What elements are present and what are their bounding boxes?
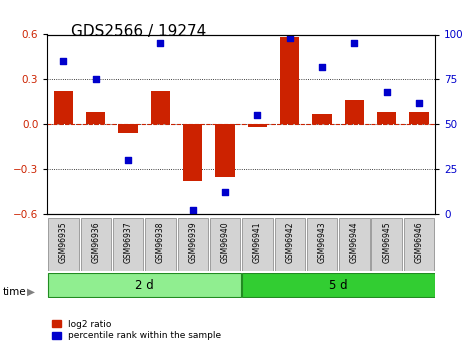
Bar (215, 124, 235, 177)
Text: time: time (2, 287, 26, 296)
Bar (280, 38, 299, 124)
FancyBboxPatch shape (80, 218, 111, 271)
Point (318, 64, 326, 70)
FancyBboxPatch shape (242, 218, 272, 271)
Text: GDS2566 / 19274: GDS2566 / 19274 (71, 24, 206, 39)
Bar (377, 112, 396, 124)
FancyBboxPatch shape (307, 218, 337, 271)
Point (60, 59, 67, 64)
Point (383, 89, 390, 95)
Text: GSM96936: GSM96936 (91, 221, 100, 263)
Bar (118, 124, 138, 133)
FancyBboxPatch shape (404, 218, 434, 271)
Bar (183, 124, 202, 181)
Text: GSM96938: GSM96938 (156, 221, 165, 263)
Bar (409, 112, 429, 124)
Text: GSM96946: GSM96946 (414, 221, 423, 263)
Point (124, 157, 132, 163)
Bar (54, 91, 73, 124)
FancyBboxPatch shape (274, 218, 305, 271)
Text: GSM96944: GSM96944 (350, 221, 359, 263)
Point (157, 41, 164, 46)
FancyBboxPatch shape (48, 273, 241, 297)
Bar (86, 112, 105, 124)
Text: ▶: ▶ (27, 287, 35, 296)
FancyBboxPatch shape (177, 218, 208, 271)
Point (254, 112, 261, 118)
FancyBboxPatch shape (371, 218, 402, 271)
FancyBboxPatch shape (145, 218, 175, 271)
Text: GSM96941: GSM96941 (253, 221, 262, 263)
Text: GSM96940: GSM96940 (220, 221, 229, 263)
Text: GSM96935: GSM96935 (59, 221, 68, 263)
Text: GSM96939: GSM96939 (188, 221, 197, 263)
FancyBboxPatch shape (48, 218, 79, 271)
Text: GSM96945: GSM96945 (382, 221, 391, 263)
Text: 5 d: 5 d (329, 279, 348, 292)
Point (221, 190, 229, 195)
Text: GSM96943: GSM96943 (317, 221, 326, 263)
Legend: log2 ratio, percentile rank within the sample: log2 ratio, percentile rank within the s… (52, 320, 221, 341)
Point (350, 41, 358, 46)
Bar (312, 114, 332, 124)
Point (415, 100, 423, 106)
Point (286, 35, 293, 41)
Bar (248, 124, 267, 127)
Text: GSM96937: GSM96937 (123, 221, 132, 263)
FancyBboxPatch shape (339, 218, 369, 271)
Bar (345, 100, 364, 124)
Point (189, 208, 196, 213)
FancyBboxPatch shape (210, 218, 240, 271)
Bar (151, 91, 170, 124)
FancyBboxPatch shape (242, 273, 435, 297)
FancyBboxPatch shape (113, 218, 143, 271)
Point (92, 77, 99, 82)
Text: GSM96942: GSM96942 (285, 221, 294, 263)
Text: 2 d: 2 d (135, 279, 154, 292)
